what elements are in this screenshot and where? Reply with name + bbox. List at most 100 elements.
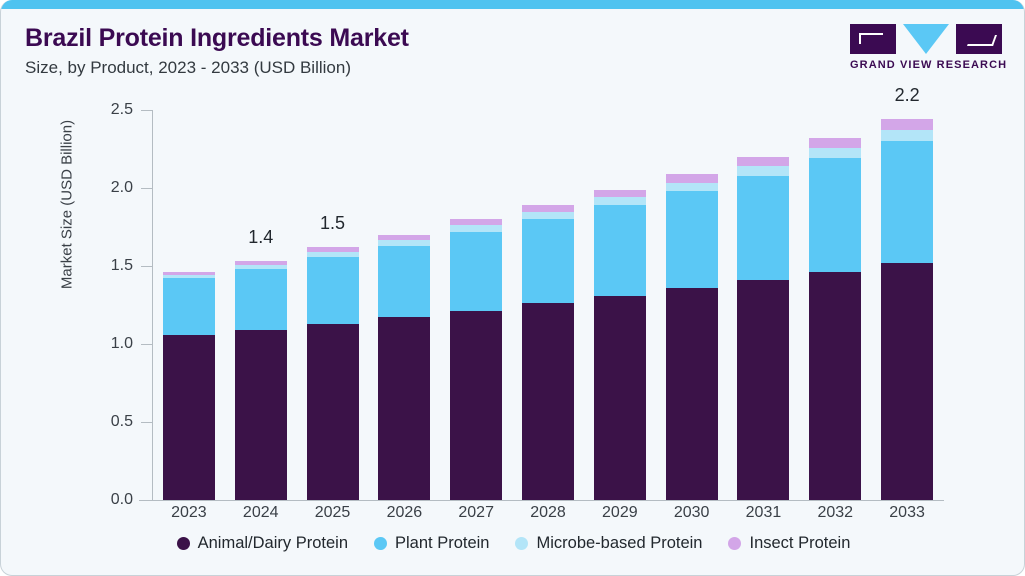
bar-segment[interactable] bbox=[665, 182, 718, 192]
bar-segment[interactable] bbox=[450, 225, 503, 232]
page-title: Brazil Protein Ingredients Market bbox=[25, 24, 409, 52]
bar-segment[interactable] bbox=[306, 323, 359, 500]
legend-item[interactable]: Insect Protein bbox=[728, 534, 850, 553]
bar-segment[interactable] bbox=[593, 295, 646, 500]
y-tick-mark bbox=[141, 110, 153, 111]
bar-segment[interactable] bbox=[162, 334, 215, 500]
bar-value-label: 1.4 bbox=[248, 227, 274, 248]
x-tick-label: 2030 bbox=[673, 504, 710, 521]
legend-label: Insect Protein bbox=[749, 534, 851, 552]
bar-segment[interactable] bbox=[234, 261, 287, 266]
bar-segment[interactable] bbox=[809, 272, 862, 500]
bar-segment[interactable] bbox=[522, 212, 574, 220]
bar-stack[interactable] bbox=[737, 110, 790, 500]
chart-legend: Animal/Dairy Protein Plant Protein Microbe… bbox=[1, 534, 1024, 553]
y-tick-mark bbox=[141, 266, 153, 267]
bar-stack[interactable] bbox=[809, 110, 862, 500]
bar-stack[interactable] bbox=[593, 110, 646, 500]
bar-stack[interactable] bbox=[162, 110, 215, 500]
bar-segment[interactable] bbox=[737, 166, 790, 176]
bar-segment[interactable] bbox=[665, 191, 718, 288]
logo-square-right-icon bbox=[956, 24, 1002, 54]
x-tick-label: 2028 bbox=[530, 504, 566, 521]
bar-segment[interactable] bbox=[665, 287, 718, 500]
legend-label: Plant Protein bbox=[395, 534, 490, 552]
legend-swatch-icon bbox=[176, 537, 190, 550]
y-tick-mark bbox=[141, 422, 153, 423]
bar-stack[interactable] bbox=[378, 110, 431, 500]
bar-segment[interactable] bbox=[162, 278, 215, 335]
x-tick-label: 2024 bbox=[242, 504, 279, 521]
legend-swatch-icon bbox=[515, 537, 529, 550]
bar-segment[interactable] bbox=[306, 256, 359, 324]
bar-segment[interactable] bbox=[593, 189, 646, 198]
bar-segment[interactable] bbox=[737, 175, 790, 281]
y-tick-mark bbox=[141, 344, 153, 345]
bar-segment[interactable] bbox=[809, 158, 862, 273]
bar-segment[interactable] bbox=[881, 262, 934, 500]
bar-segment[interactable] bbox=[665, 173, 718, 183]
bar-segment[interactable] bbox=[450, 311, 503, 500]
legend-swatch-icon bbox=[728, 537, 742, 550]
bar-segment[interactable] bbox=[378, 245, 431, 318]
bar-segment[interactable] bbox=[809, 138, 862, 149]
bar-segment[interactable] bbox=[881, 119, 934, 131]
bar-stack[interactable] bbox=[450, 110, 503, 500]
y-tick-mark bbox=[141, 500, 153, 501]
bar-segment[interactable] bbox=[306, 247, 359, 252]
bar-value-label: 2.2 bbox=[894, 85, 920, 106]
legend-item[interactable]: Plant Protein bbox=[374, 534, 489, 553]
y-axis-line bbox=[152, 110, 153, 500]
bar-stack[interactable] bbox=[522, 110, 574, 500]
bar-segment[interactable] bbox=[162, 272, 215, 276]
bar-segment[interactable] bbox=[450, 231, 503, 312]
bar-stack[interactable] bbox=[665, 110, 718, 500]
legend-swatch-icon bbox=[374, 537, 387, 550]
logo-text: GRAND VIEW RESEARCH bbox=[850, 59, 1008, 71]
bar-segment[interactable] bbox=[522, 205, 574, 213]
bar-segment[interactable] bbox=[737, 280, 790, 500]
y-tick-label: 2.5 bbox=[110, 101, 133, 118]
logo-triangle-icon bbox=[903, 24, 949, 54]
y-tick-label: 2.0 bbox=[110, 179, 133, 196]
logo-square-left-icon bbox=[850, 24, 896, 54]
x-tick-label: 2026 bbox=[386, 504, 423, 521]
x-tick-label: 2033 bbox=[889, 504, 925, 521]
y-tick-label: 1.0 bbox=[110, 335, 133, 352]
bar-segment[interactable] bbox=[234, 265, 287, 270]
bar-stack[interactable] bbox=[306, 110, 359, 500]
brand-logo: GRAND VIEW RESEARCH bbox=[850, 24, 1008, 74]
x-tick-label: 2023 bbox=[171, 504, 207, 521]
bar-segment[interactable] bbox=[378, 317, 431, 500]
bar-stack[interactable] bbox=[234, 110, 287, 500]
y-tick-label: 1.5 bbox=[110, 257, 133, 274]
bar-stack[interactable] bbox=[881, 110, 934, 500]
bar-segment[interactable] bbox=[162, 275, 215, 279]
bar-segment[interactable] bbox=[809, 148, 862, 159]
bar-segment[interactable] bbox=[522, 303, 574, 500]
legend-label: Animal/Dairy Protein bbox=[197, 534, 348, 552]
x-axis-line bbox=[139, 500, 944, 501]
y-axis-label: Market Size (USD Billion) bbox=[58, 119, 76, 290]
x-tick-label: 2025 bbox=[314, 504, 351, 521]
accent-top-bar bbox=[1, 0, 1024, 9]
x-tick-label: 2032 bbox=[817, 504, 854, 521]
bar-segment[interactable] bbox=[378, 240, 431, 246]
bar-value-label: 1.5 bbox=[320, 213, 346, 234]
bar-segment[interactable] bbox=[234, 269, 287, 330]
x-tick-label: 2031 bbox=[745, 504, 782, 521]
legend-item[interactable]: Microbe-based Protein bbox=[515, 534, 702, 553]
bar-segment[interactable] bbox=[450, 219, 503, 226]
bar-segment[interactable] bbox=[234, 329, 287, 500]
bar-segment[interactable] bbox=[306, 251, 359, 257]
legend-item[interactable]: Animal/Dairy Protein bbox=[176, 534, 348, 553]
bar-segment[interactable] bbox=[881, 130, 934, 142]
bar-segment[interactable] bbox=[522, 219, 574, 304]
bar-segment[interactable] bbox=[593, 197, 646, 206]
bar-segment[interactable] bbox=[737, 156, 790, 167]
logo-shapes bbox=[850, 24, 1002, 54]
bar-segment[interactable] bbox=[881, 141, 934, 263]
bar-segment[interactable] bbox=[378, 234, 431, 241]
bar-segment[interactable] bbox=[593, 205, 646, 296]
